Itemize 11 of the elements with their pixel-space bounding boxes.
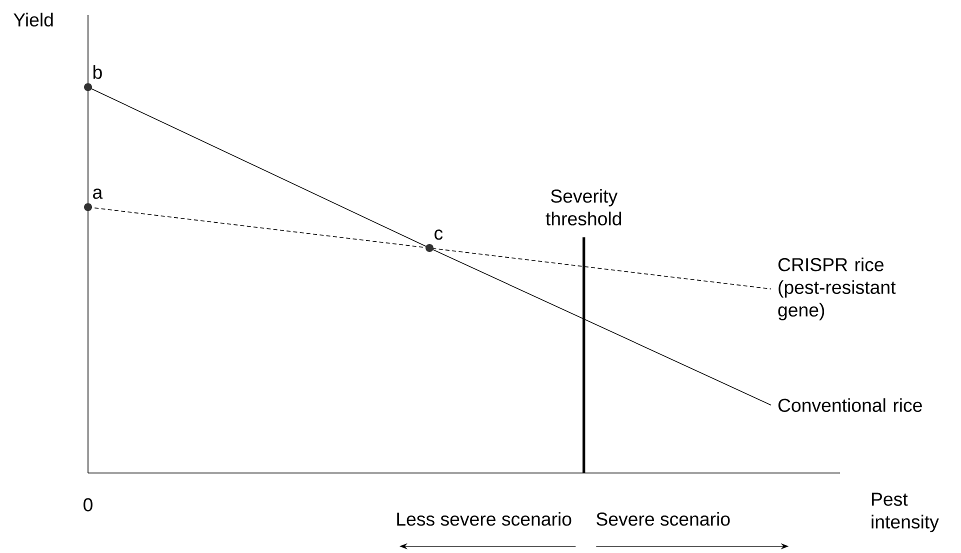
text: Severe scenario [596, 512, 730, 526]
annotation: c [434, 230, 443, 240]
annotation: Severity threshold [546, 189, 622, 226]
series-label: CRISPR rice (pest-resistant gene) [778, 258, 896, 320]
text: b [93, 65, 102, 79]
text: Less severe scenario [397, 512, 572, 526]
annotation: a [93, 188, 103, 199]
y-axis-title: Yield [14, 12, 53, 27]
text: 0 [84, 498, 92, 512]
series-label: Conventional rice [778, 398, 922, 412]
x-axis-title: Pest intensity [872, 492, 939, 532]
